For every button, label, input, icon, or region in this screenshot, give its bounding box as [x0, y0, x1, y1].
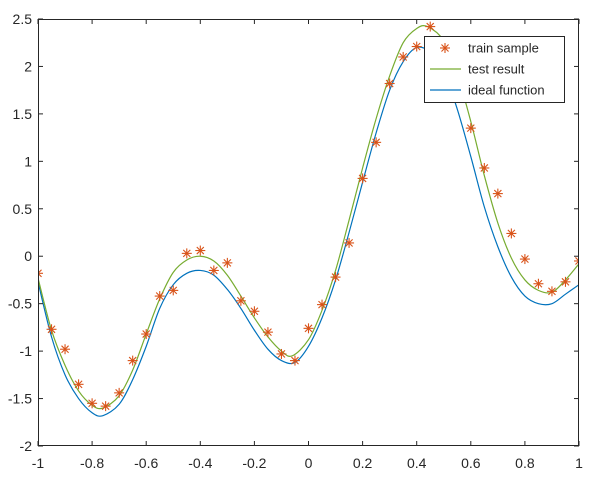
- data-point-train-sample: [303, 323, 314, 334]
- data-point-train-sample: [574, 255, 579, 266]
- data-point-train-sample: [208, 265, 219, 276]
- y-tick-label: 2.5: [13, 11, 33, 27]
- data-point-train-sample: [357, 173, 368, 184]
- series-line-test-result: [38, 24, 579, 410]
- y-tick-label: -1: [20, 343, 33, 359]
- data-point-train-sample: [46, 324, 57, 335]
- x-tick-label: -0.4: [188, 455, 212, 471]
- data-point-train-sample: [371, 137, 382, 148]
- y-tick-label: 0.5: [13, 201, 33, 217]
- data-point-train-sample: [330, 272, 341, 283]
- legend-label-train-sample: train sample: [468, 41, 539, 56]
- x-tick-label: 1: [575, 455, 583, 471]
- series-line-ideal-function: [38, 46, 579, 417]
- x-tick-label: -0.8: [80, 455, 104, 471]
- data-point-train-sample: [425, 21, 436, 32]
- data-point-train-sample: [262, 327, 273, 338]
- data-point-train-sample: [398, 51, 409, 62]
- data-point-train-sample: [479, 162, 490, 173]
- x-tick-label: -0.6: [134, 455, 158, 471]
- data-point-train-sample: [560, 276, 571, 287]
- x-tick-label: -0.2: [242, 455, 266, 471]
- data-point-train-sample: [411, 41, 422, 52]
- data-point-train-sample: [60, 344, 71, 355]
- data-point-train-sample: [141, 329, 152, 340]
- x-tick-label: 0.8: [515, 455, 535, 471]
- data-point-train-sample: [181, 248, 192, 259]
- data-point-train-sample: [114, 387, 125, 398]
- data-point-train-sample: [87, 398, 98, 409]
- data-point-train-sample: [289, 355, 300, 366]
- data-point-train-sample: [384, 78, 395, 89]
- data-point-train-sample: [465, 123, 476, 134]
- y-tick-label: 1: [24, 153, 32, 169]
- x-tick-label: 0: [305, 455, 313, 471]
- data-point-train-sample: [38, 268, 43, 279]
- y-tick-label: 2: [24, 58, 32, 74]
- data-point-train-sample: [168, 285, 179, 296]
- x-tick-label: -1: [32, 455, 45, 471]
- legend-marker-train-sample: [440, 43, 450, 53]
- data-point-train-sample: [154, 291, 165, 302]
- data-point-train-sample: [73, 379, 84, 390]
- x-axis: -1 -0.8 -0.6 -0.4 -0.2 0 0.2 0.4 0.6 0.8 1: [32, 19, 583, 471]
- data-point-train-sample: [519, 254, 530, 265]
- x-tick-label: 0.2: [353, 455, 373, 471]
- y-tick-label: -0.5: [8, 296, 32, 312]
- data-point-train-sample: [506, 228, 517, 239]
- data-point-train-sample: [276, 348, 287, 359]
- y-axis: -2 -1.5 -1 -0.5 0 0.5 1 1.5 2 2.5: [8, 11, 579, 454]
- data-point-train-sample: [222, 257, 233, 268]
- y-tick-label: -1.5: [8, 391, 32, 407]
- legend-label-ideal-function: ideal function: [468, 83, 545, 98]
- data-point-train-sample: [195, 245, 206, 256]
- data-point-train-sample: [249, 306, 260, 317]
- y-tick-label: 0: [24, 248, 32, 264]
- data-point-train-sample: [127, 355, 138, 366]
- y-tick-label: 1.5: [13, 106, 33, 122]
- legend-label-test-result: test result: [468, 62, 525, 77]
- data-point-train-sample: [533, 278, 544, 289]
- data-point-train-sample: [492, 188, 503, 199]
- data-point-train-sample: [235, 295, 246, 306]
- data-point-train-sample: [344, 237, 355, 248]
- y-tick-label: -2: [20, 438, 33, 454]
- data-point-train-sample: [546, 286, 557, 297]
- x-tick-label: 0.4: [407, 455, 427, 471]
- data-point-train-sample: [317, 299, 328, 310]
- data-point-train-sample: [100, 401, 111, 412]
- legend: train sample test result ideal function: [424, 36, 565, 103]
- x-tick-label: 0.6: [461, 455, 481, 471]
